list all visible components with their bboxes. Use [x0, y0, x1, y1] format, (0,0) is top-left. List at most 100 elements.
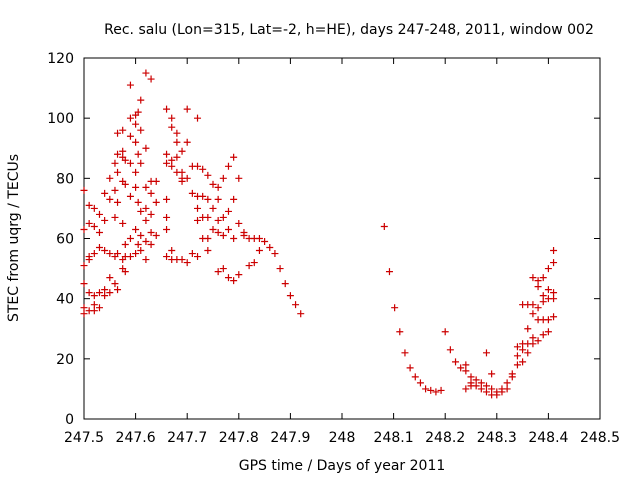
chart-title: Rec. salu (Lon=315, Lat=-2, h=HE), days …	[104, 22, 594, 38]
x-tick-label: 247.5	[64, 430, 104, 446]
data-point	[114, 198, 122, 206]
data-point	[550, 295, 558, 303]
data-point	[111, 280, 119, 288]
data-point	[209, 180, 217, 188]
data-point	[132, 168, 140, 176]
data-point	[209, 225, 217, 233]
data-point	[114, 150, 122, 158]
data-point	[385, 268, 393, 276]
data-point	[178, 168, 186, 176]
data-point	[297, 310, 305, 318]
data-point	[119, 147, 127, 155]
data-point	[493, 391, 501, 399]
data-point	[121, 180, 129, 188]
data-point	[173, 138, 181, 146]
data-point	[529, 334, 537, 342]
data-point	[132, 250, 140, 258]
data-point	[245, 262, 253, 270]
data-point	[90, 301, 98, 309]
data-point	[173, 153, 181, 161]
data-point	[482, 382, 490, 390]
data-point	[152, 198, 160, 206]
data-point	[163, 195, 171, 203]
data-point	[168, 114, 176, 122]
data-point	[524, 349, 532, 357]
data-point	[519, 358, 527, 366]
y-tick-label: 0	[65, 412, 74, 428]
data-point	[472, 382, 480, 390]
data-point	[134, 108, 142, 116]
data-point	[462, 361, 470, 369]
x-tick-label: 248.2	[425, 430, 465, 446]
data-point	[119, 126, 127, 134]
data-point	[152, 177, 160, 185]
data-point	[134, 198, 142, 206]
data-point	[224, 162, 232, 170]
data-point	[163, 105, 171, 113]
data-point	[163, 159, 171, 167]
data-point	[488, 385, 496, 393]
data-point	[142, 256, 150, 264]
data-point	[513, 352, 521, 360]
data-point	[111, 159, 119, 167]
data-point	[142, 144, 150, 152]
x-axis-label: GPS time / Days of year 2011	[239, 458, 446, 474]
data-point	[292, 301, 300, 309]
data-point	[147, 210, 155, 218]
data-point	[137, 96, 145, 104]
data-point	[513, 343, 521, 351]
data-point	[106, 289, 114, 297]
data-point	[119, 219, 127, 227]
data-point	[90, 204, 98, 212]
data-point	[452, 358, 460, 366]
x-tick-label: 247.9	[270, 430, 310, 446]
data-point	[214, 195, 222, 203]
data-point	[126, 114, 134, 122]
x-tick-label: 247.8	[219, 430, 259, 446]
x-tick-label: 247.7	[167, 430, 207, 446]
data-point	[235, 271, 243, 279]
data-point	[194, 162, 202, 170]
data-point	[255, 235, 263, 242]
data-point	[134, 150, 142, 158]
data-point	[209, 204, 217, 212]
data-point	[183, 105, 191, 113]
data-point	[142, 238, 150, 246]
data-point	[126, 81, 134, 89]
data-point	[224, 274, 232, 282]
data-point	[173, 129, 181, 137]
data-point	[114, 129, 122, 137]
data-point	[80, 280, 88, 288]
data-point	[462, 367, 470, 375]
data-point	[544, 316, 552, 324]
data-point	[539, 274, 547, 282]
data-point	[132, 183, 140, 191]
data-point	[90, 222, 98, 230]
data-point	[230, 153, 238, 161]
data-point	[85, 253, 93, 261]
data-point	[214, 268, 222, 276]
data-point	[457, 364, 465, 372]
data-point	[250, 259, 258, 267]
data-point	[90, 292, 98, 300]
data-point	[152, 231, 160, 239]
data-point	[121, 268, 129, 276]
data-point	[266, 244, 274, 252]
data-point	[214, 216, 222, 224]
data-point	[224, 207, 232, 215]
data-point	[255, 247, 263, 255]
data-point	[214, 228, 222, 236]
y-tick-label: 80	[56, 171, 74, 187]
data-point	[178, 147, 186, 155]
data-point	[178, 256, 186, 264]
data-point	[106, 274, 114, 282]
data-point	[529, 310, 537, 318]
data-point	[114, 250, 122, 258]
data-point	[224, 225, 232, 233]
y-tick-label: 40	[56, 292, 74, 308]
y-axis-ticks: 0 20 40 60 80 100 120	[47, 51, 600, 428]
data-point	[188, 250, 196, 258]
data-point	[230, 235, 238, 242]
data-point	[147, 241, 155, 249]
